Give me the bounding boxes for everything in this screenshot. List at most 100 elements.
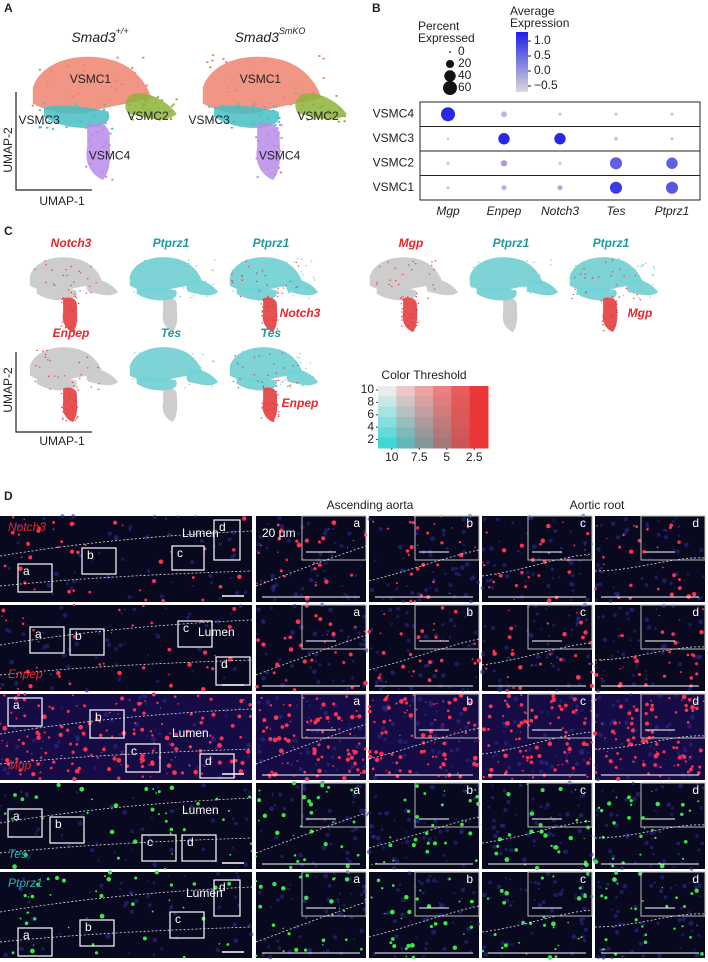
roi-box [125, 743, 161, 773]
signal [111, 735, 114, 738]
signal [492, 651, 497, 656]
cell-dot [407, 296, 409, 298]
nucleus [626, 775, 630, 779]
signal [301, 794, 307, 800]
signal [668, 696, 671, 700]
cell-dot [273, 412, 276, 414]
gene-label: Mgp [436, 204, 460, 218]
dot [665, 181, 679, 194]
nucleus [324, 769, 328, 773]
nucleus [677, 534, 681, 538]
nucleus [190, 559, 195, 564]
signal [399, 734, 401, 737]
nucleus [431, 570, 435, 574]
nucleus [611, 654, 614, 658]
nucleus [487, 805, 491, 809]
nucleus [335, 768, 339, 772]
signal [248, 703, 252, 707]
signal [288, 703, 292, 707]
cell-dot [109, 85, 113, 88]
nucleus [389, 597, 393, 601]
signal [211, 667, 215, 671]
cell-dot [187, 259, 190, 261]
cell-dot [261, 283, 263, 286]
signal [151, 578, 157, 584]
cell-dot [65, 420, 67, 422]
cell-dot [271, 275, 273, 277]
nucleus [75, 790, 79, 794]
signal [506, 704, 511, 709]
nucleus [429, 586, 432, 590]
signal [389, 909, 395, 915]
signal [472, 900, 475, 903]
signal [104, 875, 107, 878]
signal [599, 808, 604, 813]
signal [326, 634, 328, 636]
cell-dot [180, 374, 182, 376]
signal [434, 718, 437, 721]
nucleus [405, 839, 410, 845]
nucleus [308, 704, 311, 707]
threshold-cell [451, 386, 471, 397]
signal [398, 769, 402, 773]
nucleus [308, 577, 314, 583]
nucleus [569, 581, 575, 587]
tissue-boundary [481, 731, 593, 755]
nucleus [611, 703, 615, 707]
nucleus [3, 794, 7, 797]
threshold-cell [378, 396, 397, 408]
signal [691, 591, 697, 597]
signal [385, 681, 387, 683]
cell-dot [253, 284, 256, 287]
signal [466, 525, 470, 529]
nucleus [318, 551, 323, 557]
signal [313, 567, 317, 571]
nucleus [109, 717, 114, 722]
signal [419, 749, 424, 754]
signal [571, 710, 576, 714]
nucleus [482, 892, 487, 898]
cell-dot [232, 121, 235, 124]
nucleus [170, 581, 174, 584]
gene-label: Enpep [8, 667, 43, 681]
signal [331, 520, 337, 526]
nucleus [93, 766, 97, 770]
cell-dot [170, 105, 174, 108]
tissue-boundary [594, 913, 706, 928]
signal [581, 741, 587, 747]
signal [336, 715, 341, 720]
nucleus [278, 658, 282, 662]
signal [349, 714, 355, 720]
signal [351, 749, 355, 752]
cell-dot [103, 140, 107, 143]
nucleus [51, 592, 55, 596]
nucleus [146, 734, 149, 738]
signal [700, 557, 702, 559]
nucleus [123, 608, 127, 611]
signal [540, 876, 544, 880]
signal [602, 563, 605, 566]
nucleus [152, 515, 157, 520]
nucleus [128, 891, 133, 895]
cell-dot [277, 411, 280, 413]
signal [676, 740, 680, 744]
nucleus [615, 535, 621, 540]
gene-name: Smad3 [71, 29, 116, 45]
signal [313, 720, 318, 725]
signal [668, 525, 672, 530]
nucleus [196, 766, 199, 769]
cell-dot [211, 54, 215, 57]
signal [157, 813, 160, 816]
nucleus [663, 535, 668, 540]
cell-dot [505, 295, 507, 297]
cell-dot [80, 374, 83, 376]
nucleus [396, 606, 401, 611]
signal [626, 726, 630, 730]
nucleus [323, 873, 329, 879]
nucleus [280, 894, 285, 899]
cell-dot [302, 274, 304, 276]
nucleus [465, 758, 470, 763]
cell-dot [114, 88, 118, 91]
signal [583, 630, 588, 635]
cluster-region [569, 257, 643, 292]
